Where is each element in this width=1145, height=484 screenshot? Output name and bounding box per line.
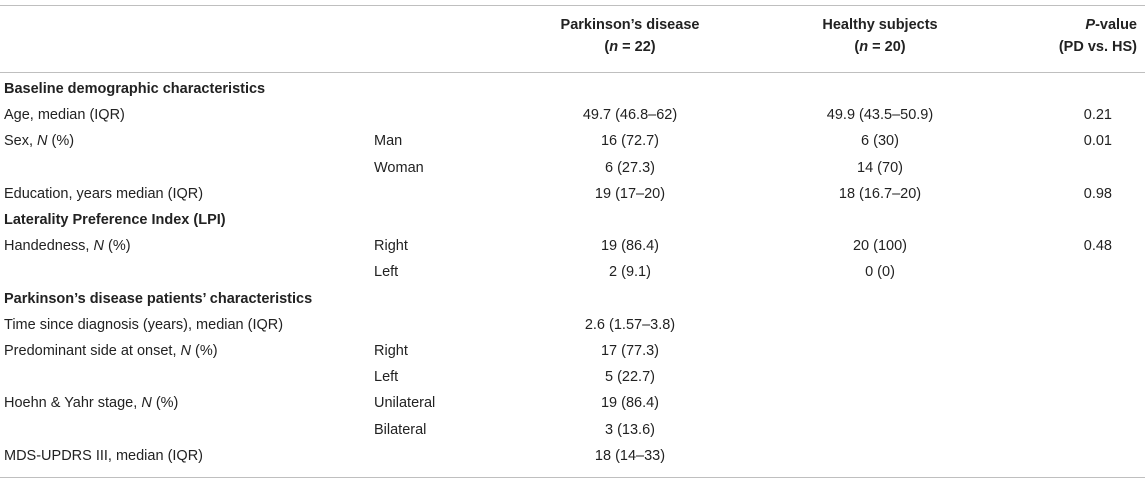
section-header-row: Laterality Preference Index (LPI): [0, 207, 1145, 233]
section-title: Laterality Preference Index (LPI): [4, 212, 226, 228]
section-header-row: Baseline demographic characteristics: [0, 76, 1145, 102]
column-header-pvalue: P-value (PD vs. HS): [1000, 14, 1137, 58]
table-row: MDS-UPDRS III, median (IQR) 18 (14–33): [0, 443, 1145, 469]
table-row: Woman 6 (27.3) 14 (70): [0, 155, 1145, 181]
row-sublabel: Left: [374, 369, 399, 386]
column-header-parkinsons-n: (n = 22): [604, 39, 656, 55]
column-header-healthy-title: Healthy subjects: [822, 17, 938, 33]
cell-healthy: 0 (0): [865, 264, 895, 281]
section-header-row: Parkinson’s disease patients’ characteri…: [0, 286, 1145, 312]
section-title: Parkinson’s disease patients’ characteri…: [4, 290, 313, 307]
table-row: Time since diagnosis (years), median (IQ…: [0, 312, 1145, 338]
row-sublabel: Unilateral: [374, 395, 436, 412]
top-rule: [0, 5, 1145, 6]
cell-parkinsons: 3 (13.6): [605, 421, 655, 438]
row-sublabel: Man: [374, 133, 403, 150]
table-row: Left 2 (9.1) 0 (0): [0, 259, 1145, 285]
column-header-healthy: Healthy subjects (n = 20): [770, 14, 990, 58]
cell-parkinsons: 19 (86.4): [600, 238, 660, 255]
column-header-healthy-n: (n = 20): [854, 39, 906, 55]
cell-pvalue: 0.98: [1083, 185, 1112, 202]
cell-parkinsons: 19 (86.4): [600, 395, 660, 412]
section-title: Baseline demographic characteristics: [4, 81, 266, 97]
row-label: Education, years median (IQR): [4, 185, 204, 202]
column-header-parkinsons-title: Parkinson’s disease: [560, 17, 700, 33]
header-rule: [0, 72, 1145, 73]
table-row: Hoehn & Yahr stage, N (%) Unilateral 19 (8…: [0, 390, 1145, 416]
cell-parkinsons: 18 (14–33): [594, 447, 666, 464]
cell-parkinsons: 16 (72.7): [600, 133, 660, 150]
table-row: Education, years median (IQR) 19 (17–20) 1…: [0, 181, 1145, 207]
cell-parkinsons: 6 (27.3): [605, 159, 655, 176]
cell-pvalue: 0.21: [1083, 107, 1112, 124]
cell-parkinsons: 49.7 (46.8–62): [582, 107, 678, 124]
table-row: Handedness, N (%) Right 19 (86.4) 20 (100) 0…: [0, 233, 1145, 259]
cell-healthy: 18 (16.7–20): [838, 185, 922, 202]
row-sublabel: Right: [374, 238, 408, 255]
column-header-parkinsons: Parkinson’s disease (n = 22): [520, 14, 740, 58]
row-label: Hoehn & Yahr stage, N (%): [4, 395, 179, 412]
cell-healthy: 14 (70): [857, 159, 903, 176]
cell-parkinsons: 2 (9.1): [609, 264, 651, 281]
row-label: Time since diagnosis (years), median (IQ…: [4, 316, 284, 333]
row-sublabel: Right: [374, 343, 408, 359]
cell-pvalue: 0.48: [1083, 238, 1112, 255]
table-row: Sex, N (%) Man 16 (72.7) 6 (30) 0.01: [0, 128, 1145, 154]
cell-parkinsons: 19 (17–20): [594, 185, 666, 202]
row-label: Sex, N (%): [4, 133, 75, 150]
row-sublabel: Bilateral: [374, 421, 427, 438]
row-label: Predominant side at onset, N (%): [4, 343, 218, 359]
cell-parkinsons: 17 (77.3): [600, 343, 660, 359]
bottom-rule: [0, 477, 1145, 478]
table-row: Age, median (IQR) 49.7 (46.8–62) 49.9 (43.…: [0, 102, 1145, 128]
cell-healthy: 6 (30): [861, 133, 899, 150]
cell-healthy: 49.9 (43.5–50.9): [826, 107, 934, 124]
cell-parkinsons: 2.6 (1.57–3.8): [584, 316, 676, 333]
column-header-pvalue-comparison: (PD vs. HS): [1058, 39, 1137, 55]
row-label: Age, median (IQR): [4, 107, 125, 124]
table-row: Bilateral 3 (13.6): [0, 417, 1145, 443]
row-sublabel: Woman: [374, 159, 424, 176]
row-sublabel: Left: [374, 264, 399, 281]
table-row: Left 5 (22.7): [0, 364, 1145, 390]
row-label: Handedness, N (%): [4, 238, 131, 255]
cell-parkinsons: 5 (22.7): [605, 369, 655, 386]
row-label: MDS-UPDRS III, median (IQR): [4, 447, 203, 464]
cell-pvalue: 0.01: [1083, 133, 1112, 150]
table-row: Predominant side at onset, N (%) Right 17 …: [0, 338, 1145, 364]
cell-healthy: 20 (100): [852, 238, 907, 255]
column-header-pvalue-title: P-value: [1085, 17, 1137, 33]
